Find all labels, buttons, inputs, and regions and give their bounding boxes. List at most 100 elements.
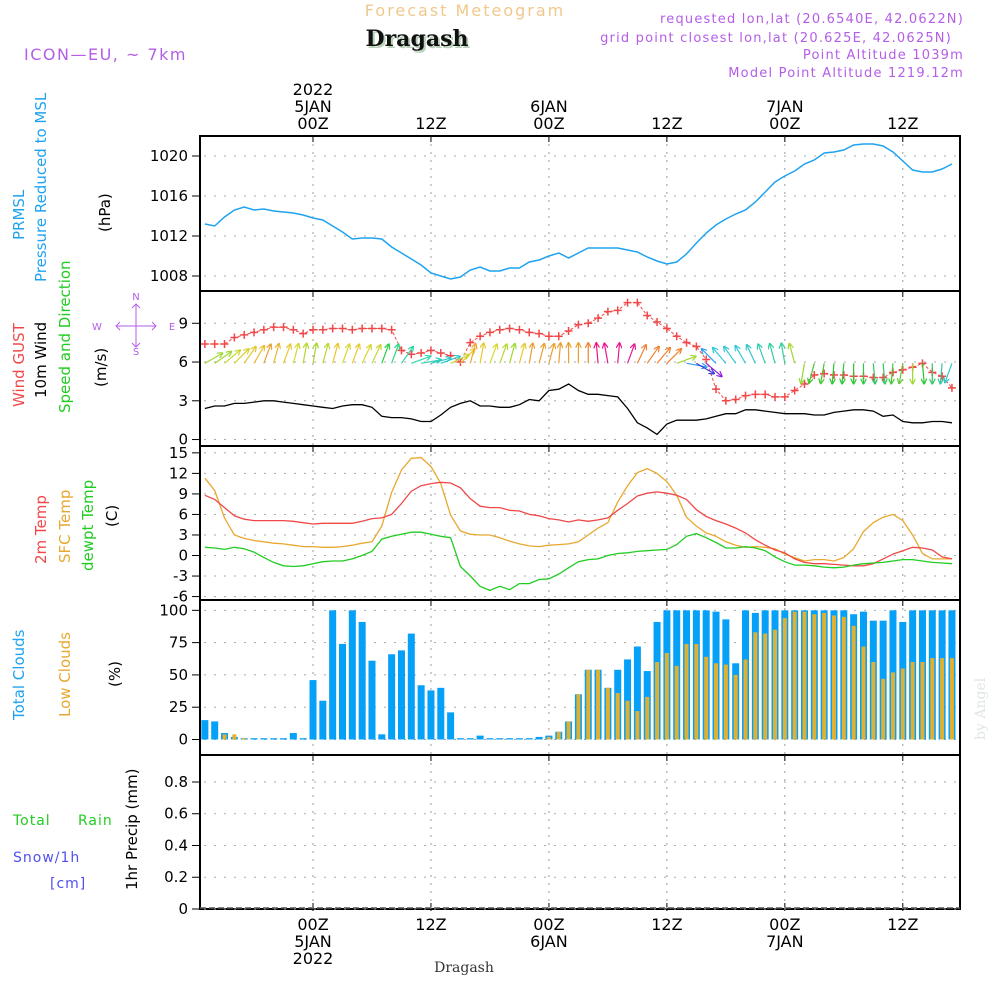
wind-direction-arrow [618,343,620,364]
wind-gust-marker [525,328,534,337]
bottom-time-label: 00Z [769,915,800,934]
wind-direction-arrow [801,363,806,383]
station-name-shadow: Dragash [368,28,471,54]
low-clouds-bar [871,662,876,740]
total-clouds-bar [289,733,297,740]
wind-direction-arrow [499,345,507,364]
low-clouds-bar [910,662,915,740]
top-time-label: 7JAN [766,97,804,116]
low-clouds-bar [733,674,738,740]
y-tick-label: 50 [169,666,188,684]
wind-gust-marker [348,325,357,334]
total-clouds-bar [427,690,435,740]
station-name: Dragash [366,26,469,52]
wind-gust-marker [515,325,524,334]
y-tick-label: 3 [178,392,188,410]
wind-gust-marker [544,332,553,341]
wind-gust-marker [436,349,445,357]
wind-gust-marker [584,319,593,328]
wind-direction-arrow [479,344,483,364]
top-time-label: 00Z [769,114,800,133]
wind-gust-marker [397,346,406,355]
total-clouds-label: Total Clouds [10,629,28,721]
wind-gust-marker [829,370,838,379]
wind-gust-label: Wind GUST [10,322,28,407]
low-clouds-bar [704,656,709,740]
total-clouds-bar [466,738,474,740]
y-tick-label: 6 [178,353,188,371]
wind-direction-arrow [873,363,875,383]
wind-gust-marker [662,324,671,333]
pressure-reduced-label: Pressure Reduced to MSL [32,92,50,282]
temp-2m-label: 2m Temp [32,495,50,564]
low-clouds-bar [802,611,807,740]
temp-axis-titles: 2m Temp SFC Temp dewpt Temp (C) [32,480,121,571]
low-clouds-bar [841,616,846,740]
total-clouds-bar [358,621,366,740]
wind-direction-arrow [204,353,222,364]
wind-direction-arrow [626,345,635,364]
wind-direction-arrow [371,345,380,364]
wind-gust-marker [230,333,239,342]
temp-unit: (C) [103,505,121,527]
y-tick-label: 75 [169,634,188,652]
panel-frame [199,445,961,601]
wind-direction-arrow [312,344,316,364]
wind-direction-arrow [636,345,645,364]
total-clouds-bar [211,721,219,740]
y-tick-label: 0.8 [164,773,188,791]
bottom-time-label: 00Z [297,915,328,934]
wind-gust-marker [771,392,780,401]
svg-text:S: S [133,347,139,358]
wind-direction-arrow [509,344,515,364]
wind-panel: 0 3 6 9 [178,290,961,449]
wind-gust-marker [564,327,573,336]
low-clouds-bar [635,711,640,740]
total-clouds-bar [486,738,494,740]
bottom-time-label: 5JAN [294,932,332,951]
wind-gust-marker [643,311,652,320]
y-tick-label: 3 [178,526,188,544]
temp-dewpt-line [204,531,953,592]
wind-direction-arrow [518,344,524,364]
clouds-panel: 0 25 50 75 100 [159,599,961,756]
rain-label: Rain [78,813,113,829]
total-label: Total [12,813,51,829]
total-clouds-bar [329,610,337,740]
wind-gust-marker [947,383,956,392]
wind-gust-marker [338,324,347,333]
wind-direction-arrow [899,363,904,383]
wind-direction-arrow [411,356,430,364]
wind-direction-arrow [713,348,727,364]
wind-gust-marker [210,339,219,348]
total-clouds-bar [270,738,278,740]
low-clouds-bar [782,618,787,740]
bottom-time-label: 6JAN [530,932,568,951]
wind-gust-marker [318,325,327,334]
low-clouds-bar [822,612,827,740]
wind-gust-marker [269,323,278,332]
wind-direction-arrow [656,348,670,364]
wind-direction-arrow [548,344,554,364]
wind-gust-marker [505,324,514,333]
clouds-axis-titles: Total Clouds Low Clouds (%) [10,629,124,721]
bottom-time-label: 00Z [533,915,564,934]
y-tick-label: 9 [178,485,188,503]
low-clouds-bar [890,672,895,740]
wind-gust-marker [633,298,642,307]
top-time-label: 12Z [415,114,446,133]
wind-direction-arrow [724,347,737,364]
total-clouds-bar [417,685,425,740]
wind-gust-marker [702,355,711,364]
point-altitude: Point Altitude 1039m [803,48,964,63]
wind-direction-arrow [243,347,255,364]
low-clouds-bar [694,643,699,740]
wind-axis-titles: Wind GUST 10m Wind Speed and Direction (… [10,260,175,413]
wind-direction-arrow [361,345,370,364]
wind-gust-marker [476,332,485,341]
low-clouds-bar [949,658,954,740]
precip-axis-titles: Total Rain Snow/1h [cm] 1hr Precip (mm) [12,769,141,892]
low-clouds-bar [625,700,630,740]
wind-10m-line [204,383,953,436]
